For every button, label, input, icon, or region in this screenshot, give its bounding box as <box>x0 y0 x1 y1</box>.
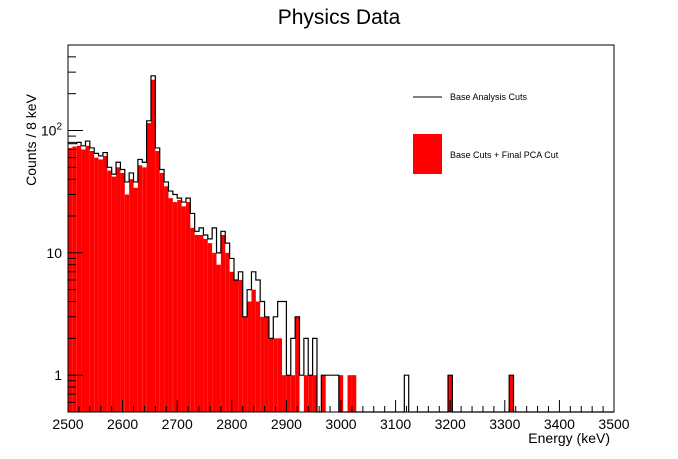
bar-pca-cut <box>124 194 130 412</box>
x-tick-label: 2600 <box>107 416 138 432</box>
x-tick-label: 2700 <box>162 416 193 432</box>
legend-label-pca: Base Cuts + Final PCA Cut <box>450 150 559 160</box>
y-tick-label: 10 <box>46 245 62 261</box>
bar-pca-cut <box>312 375 317 412</box>
bar-pca-cut <box>129 179 134 412</box>
bar-pca-cut <box>137 165 143 412</box>
bar-pca-cut <box>172 202 178 412</box>
legend-label-base: Base Analysis Cuts <box>450 92 528 102</box>
bar-pca-cut <box>76 145 82 412</box>
bar-pca-cut <box>321 375 326 412</box>
bar-pca-cut <box>251 289 256 412</box>
bar-pca-cut <box>229 271 234 412</box>
bar-pca-cut <box>98 159 103 412</box>
bar-pca-cut <box>207 243 213 412</box>
bar-pca-cut <box>120 172 125 412</box>
bar-pca-cut <box>286 375 291 412</box>
bar-pca-cut <box>268 338 274 412</box>
bar-pca-cut <box>142 167 147 412</box>
bar-pca-cut <box>225 252 230 412</box>
bar-pca-cut <box>277 338 283 412</box>
bar-pca-cut <box>185 202 191 412</box>
bar-pca-cut <box>295 316 300 412</box>
x-tick-label: 3500 <box>598 416 629 432</box>
legend: Base Analysis Cuts Base Cuts + Final PCA… <box>413 92 559 174</box>
bar-pca-cut <box>194 234 200 412</box>
bar-pca-cut <box>282 375 287 412</box>
bar-pca-cut <box>111 176 117 412</box>
x-tick-label: 2500 <box>52 416 83 432</box>
bar-pca-cut <box>102 155 108 412</box>
bar-pca-cut <box>233 279 239 412</box>
x-tick-label: 3100 <box>380 416 411 432</box>
bar-pca-cut <box>308 375 313 412</box>
legend-swatch-fill <box>413 134 442 174</box>
bar-pca-cut <box>255 301 261 412</box>
bar-pca-cut <box>168 198 173 412</box>
bar-pca-cut <box>164 186 169 412</box>
bar-pca-cut <box>203 238 208 412</box>
bar-pca-cut <box>220 234 226 412</box>
bar-pca-cut <box>116 167 121 412</box>
x-tick-label: 2800 <box>216 416 247 432</box>
bar-pca-cut <box>89 150 95 412</box>
y-axis-label: Counts / 8 keV <box>23 93 39 185</box>
bar-pca-cut <box>107 170 112 412</box>
x-axis-label: Energy (keV) <box>528 430 610 446</box>
bar-pca-cut <box>181 206 186 412</box>
bar-pca-cut <box>146 123 151 412</box>
y-tick-label: 102 <box>41 122 63 139</box>
x-tick-label: 3400 <box>544 416 575 432</box>
bar-pca-cut <box>150 79 156 413</box>
bar-pca-cut <box>338 375 344 412</box>
bar-pca-cut <box>72 146 77 413</box>
bar-pca-cut <box>177 200 182 412</box>
bar-pca-cut <box>190 227 195 412</box>
bar-pca-cut <box>509 375 514 412</box>
y-tick-label: 1 <box>54 367 62 383</box>
bar-pca-cut <box>199 234 204 412</box>
bar-pca-cut <box>303 375 309 412</box>
bar-pca-cut <box>155 150 160 412</box>
bar-pca-cut <box>238 279 243 412</box>
bar-pca-cut <box>94 157 99 412</box>
chart-title: Physics Data <box>278 6 401 29</box>
bar-pca-cut <box>212 252 217 412</box>
bar-pca-cut <box>85 145 90 412</box>
y-axis: 1 10 102 <box>41 44 83 413</box>
x-tick-label: 3300 <box>489 416 520 432</box>
x-tick-label: 2900 <box>271 416 302 432</box>
bar-pca-cut <box>290 375 296 412</box>
bar-pca-cut <box>81 149 86 412</box>
bar-pca-cut <box>216 264 221 412</box>
x-axis: 2500 2600 2700 2800 2900 3000 3100 3200 3300 3400… <box>52 400 630 432</box>
bar-pca-cut <box>159 172 165 412</box>
bar-pca-cut <box>347 375 352 412</box>
bar-pca-cut <box>273 338 278 412</box>
x-tick-label: 3000 <box>325 416 356 432</box>
plot-area <box>68 75 614 413</box>
bar-pca-cut <box>247 301 252 412</box>
bar-pca-cut <box>448 375 453 412</box>
bar-pca-cut <box>242 316 248 412</box>
x-tick-label: 3200 <box>435 416 466 432</box>
bar-pca-cut <box>133 187 138 412</box>
bar-pca-cut <box>264 316 269 412</box>
bar-pca-cut <box>260 316 265 412</box>
bar-pca-cut <box>351 375 357 412</box>
